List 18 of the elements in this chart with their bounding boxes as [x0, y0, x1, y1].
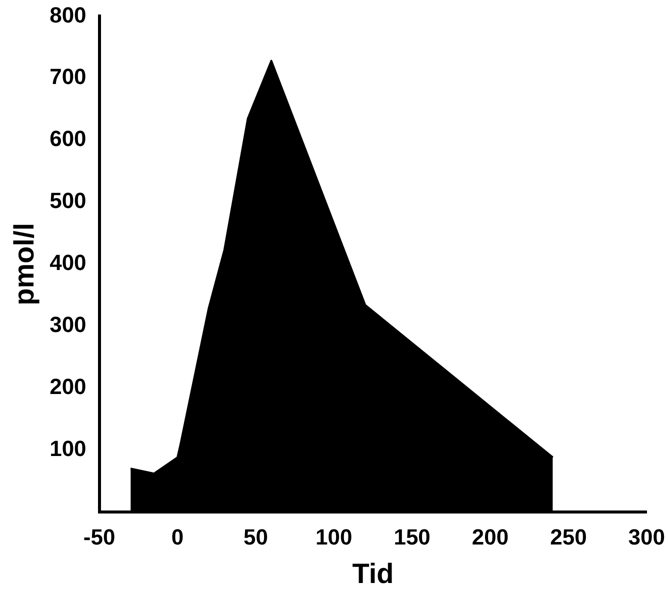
y-tick-label: 300: [50, 312, 86, 338]
x-axis-title: Tid: [352, 558, 394, 589]
x-tick-label: 0: [171, 524, 184, 550]
y-tick-label: 800: [50, 2, 86, 28]
x-tick-label: 250: [550, 524, 587, 550]
y-axis-title: pmol/l: [8, 222, 40, 306]
y-tick-label: 200: [50, 374, 86, 400]
x-tick-label: 200: [472, 524, 509, 550]
x-tick-label: 300: [628, 524, 666, 550]
x-tick-label: -50: [83, 524, 116, 550]
y-tick-label: 700: [50, 64, 86, 90]
y-tick-label: 600: [50, 126, 86, 152]
x-tick-label: 150: [394, 524, 430, 550]
x-tick-label: 50: [243, 524, 268, 550]
y-tick-label: 400: [50, 250, 86, 276]
x-tick-label: 100: [316, 524, 352, 550]
y-tick-label: 500: [50, 188, 86, 214]
y-tick-label: 100: [50, 436, 86, 462]
